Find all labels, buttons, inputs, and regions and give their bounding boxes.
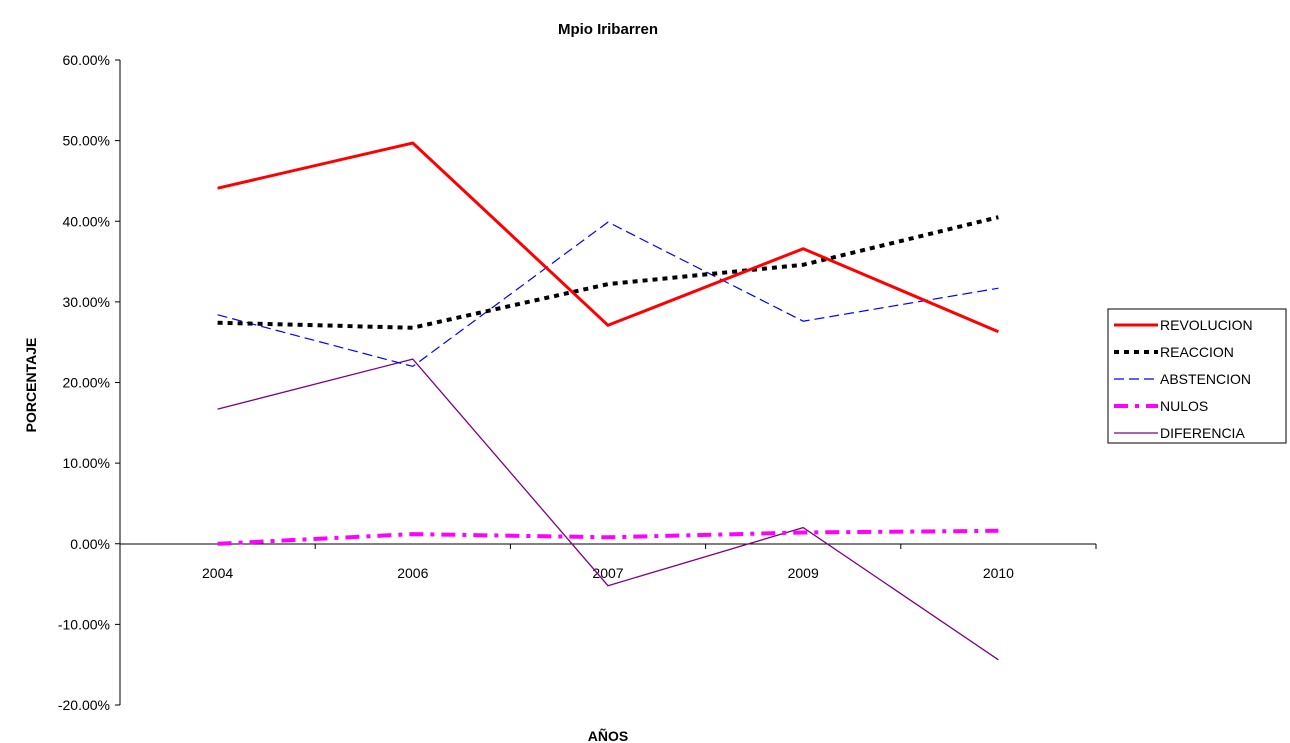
series-line-diferencia bbox=[217, 358, 999, 661]
x-tick-label: 2010 bbox=[983, 565, 1014, 581]
y-tick-label: -20.00% bbox=[58, 697, 110, 713]
x-tick-label: 2004 bbox=[202, 565, 233, 581]
series-line-reaccion bbox=[217, 215, 999, 330]
y-tick-label: 30.00% bbox=[63, 294, 110, 310]
series-lines bbox=[217, 141, 999, 661]
y-tick-label: 10.00% bbox=[63, 455, 110, 471]
y-tick-label: 0.00% bbox=[70, 536, 110, 552]
series-line-nulos bbox=[217, 528, 999, 546]
x-axis-title: AÑOS bbox=[588, 727, 628, 743]
legend-label-revolucion: REVOLUCION bbox=[1160, 317, 1253, 333]
legend-label-reaccion: REACCION bbox=[1160, 344, 1234, 360]
x-tick-label: 2009 bbox=[788, 565, 819, 581]
legend-label-diferencia: DIFERENCIA bbox=[1160, 425, 1245, 441]
legend-label-abstencion: ABSTENCION bbox=[1160, 371, 1251, 387]
legend-box bbox=[1107, 308, 1287, 444]
legend-label-nulos: NULOS bbox=[1160, 398, 1208, 414]
y-tick-label: 60.00% bbox=[63, 52, 110, 68]
x-tick-label: 2006 bbox=[397, 565, 428, 581]
y-tick-label: 20.00% bbox=[63, 375, 110, 391]
y-axis-title: PORCENTAJE bbox=[23, 338, 39, 433]
legend: REVOLUCION REACCION ABSTENCION NULOS DIFEREN… bbox=[1107, 308, 1287, 444]
series-line-abstencion bbox=[217, 221, 999, 368]
chart-title: Mpio Iribarren bbox=[558, 21, 658, 38]
y-tick-label: -10.00% bbox=[58, 616, 110, 632]
axes: 60.00% 50.00% 40.00% 30.00% 20.00% 10.00% 0.00… bbox=[58, 52, 1097, 713]
series-line-revolucion bbox=[217, 141, 999, 334]
y-tick-label: 40.00% bbox=[63, 213, 110, 229]
y-tick-label: 50.00% bbox=[63, 133, 110, 149]
